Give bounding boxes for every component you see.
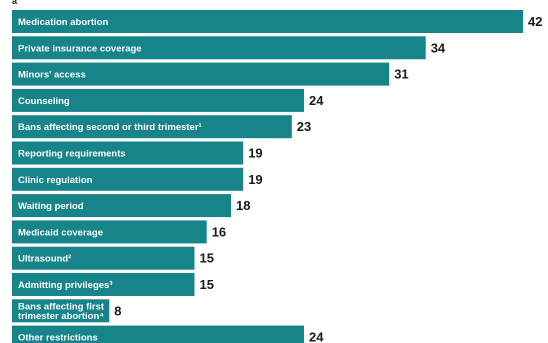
top-mark: a — [12, 0, 18, 6]
bar-11 — [12, 299, 110, 323]
bar-8 — [12, 220, 207, 244]
bar-label-12: Other restrictions — [18, 333, 98, 343]
bar-value-9: 15 — [200, 251, 214, 266]
bar-label-7: Waiting period — [18, 201, 84, 212]
bar-label-6: Clinic regulation — [18, 175, 93, 186]
bar-label-0: Medication abortion — [18, 17, 108, 28]
bar-7 — [12, 194, 231, 218]
bar-value-3: 24 — [309, 93, 324, 108]
bar-12 — [12, 325, 304, 343]
bar-value-0: 42 — [528, 14, 542, 29]
bar-value-4: 23 — [297, 119, 311, 134]
bar-value-12: 24 — [309, 330, 324, 343]
bar-label-9: Ultrasound² — [18, 254, 71, 265]
bar-4 — [12, 115, 292, 139]
bar-value-2: 31 — [394, 67, 408, 82]
bar-1 — [12, 36, 426, 60]
bar-label-4: Bans affecting second or third trimester… — [18, 122, 202, 133]
bars-group: Medication abortion 42 Private insurance c… — [12, 10, 542, 343]
bar-6 — [12, 167, 244, 191]
bar-value-7: 18 — [236, 198, 250, 213]
bar-10 — [12, 273, 195, 296]
bar-label-2: Minors' access — [18, 70, 86, 81]
bar-9 — [12, 246, 195, 270]
bar-value-6: 19 — [248, 172, 262, 187]
bar-3 — [12, 88, 304, 112]
bar-value-1: 34 — [431, 40, 446, 55]
bar-label-11: Bans affecting first trimester abortion⁴ — [18, 301, 105, 322]
bar-5 — [12, 141, 244, 165]
bar-label-8: Medicaid coverage — [18, 227, 103, 238]
bar-label-3: Counseling — [18, 96, 70, 107]
bar-value-8: 16 — [212, 224, 226, 239]
bar-0 — [12, 10, 523, 33]
bar-value-11: 8 — [114, 303, 121, 318]
bar-2 — [12, 62, 390, 86]
bar-label-1: Private insurance coverage — [18, 43, 142, 54]
bar-value-5: 19 — [248, 146, 262, 161]
bar-label-5: Reporting requirements — [18, 149, 126, 160]
bar-label-10: Admitting privileges³ — [18, 280, 112, 291]
bar-value-10: 15 — [200, 277, 214, 292]
